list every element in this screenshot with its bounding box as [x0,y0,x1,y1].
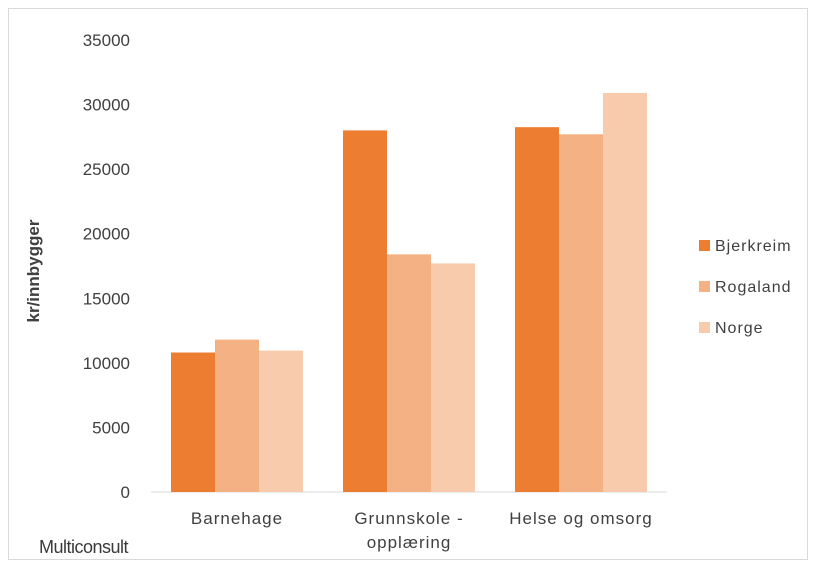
bar-norge-2 [603,92,647,492]
bar-bjerkreim-2 [515,127,559,493]
y-tick-label: 15000 [83,289,130,308]
x-category-label: Barnehage [191,509,283,528]
bar-rogaland-0 [215,339,259,492]
bar-rogaland-2 [559,134,603,492]
y-tick-label: 0 [121,483,130,502]
bar-norge-0 [259,350,303,492]
y-tick-label: 35000 [83,31,130,50]
x-category-label: opplæring [367,533,452,552]
bar-bjerkreim-0 [171,352,215,492]
y-tick-label: 5000 [92,418,130,437]
bar-chart: 0 5000 10000 15000 20000 25000 30000 35000 Barn… [24,31,792,557]
bar-norge-1 [431,263,475,492]
legend-swatch-rogaland [699,281,710,292]
legend-label-rogaland: Rogaland [715,279,792,296]
y-tick-label: 25000 [83,160,130,179]
y-tick-label: 10000 [83,354,130,373]
chart-frame: 0 5000 10000 15000 20000 25000 30000 35000 Barn… [8,8,808,560]
legend-swatch-norge [699,322,710,333]
x-category-label: Grunnskole - [354,509,463,528]
legend-label-bjerkreim: Bjerkreim [715,238,792,255]
x-category-label: Helse og omsorg [509,509,653,528]
bar-bjerkreim-1 [343,130,387,492]
bar-rogaland-1 [387,254,431,492]
legend-label-norge: Norge [715,320,764,337]
brand-logo-text: Multiconsult [39,537,129,557]
y-tick-label: 20000 [83,225,130,244]
y-tick-label: 30000 [83,96,130,115]
legend-swatch-bjerkreim [699,240,710,251]
y-axis-label: kr/innbygger [24,219,43,322]
